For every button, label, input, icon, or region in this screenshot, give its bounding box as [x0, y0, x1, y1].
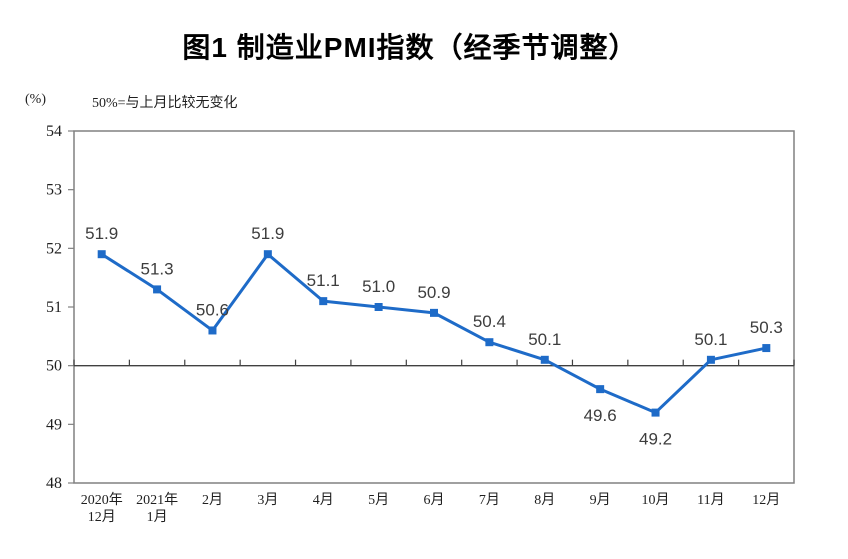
x-axis-label: 4月	[313, 492, 334, 508]
data-value-label: 50.9	[417, 283, 450, 302]
data-point-marker	[153, 285, 162, 294]
x-axis-label: 8月	[534, 492, 555, 508]
data-point-marker	[430, 308, 438, 317]
data-value-label: 50.3	[750, 318, 783, 337]
data-value-label: 51.1	[307, 271, 340, 290]
data-point-marker	[596, 385, 605, 394]
x-axis-label: 12月	[752, 492, 780, 508]
x-axis-label: 3月	[257, 492, 278, 508]
data-value-label: 51.0	[362, 277, 395, 296]
y-axis-label: 49	[46, 416, 62, 433]
x-axis-label: 5月	[368, 492, 389, 508]
x-axis-label: 2月	[202, 492, 223, 508]
data-point-marker	[97, 250, 106, 259]
y-axis-label: 54	[46, 123, 62, 140]
x-axis-label: 2021年 1月	[136, 492, 178, 525]
data-value-label: 51.9	[85, 224, 118, 243]
data-value-label: 49.2	[639, 430, 672, 449]
data-point-marker	[263, 250, 272, 259]
chart-title: 图1 制造业PMI指数（经季节调整）	[182, 32, 638, 63]
data-point-marker	[374, 303, 383, 311]
y-axis-label: 48	[46, 475, 62, 492]
data-value-label: 50.1	[528, 330, 561, 349]
data-point-marker	[540, 355, 549, 364]
data-point-marker	[208, 326, 217, 335]
y-axis-label: 51	[46, 299, 62, 316]
data-value-label: 51.3	[141, 259, 174, 278]
x-axis-label: 11月	[697, 492, 724, 508]
x-axis-label: 9月	[590, 492, 611, 508]
data-point-marker	[319, 297, 328, 306]
pmi-trend-line	[100, 252, 767, 415]
data-value-label: 51.9	[251, 224, 284, 243]
y-axis-label: 52	[46, 240, 62, 257]
y-axis-label: 50	[46, 358, 62, 375]
data-value-label: 50.4	[473, 312, 506, 331]
data-point-marker	[651, 408, 660, 417]
data-value-label: 50.1	[694, 330, 727, 349]
data-point-marker	[762, 344, 771, 353]
data-value-label: 50.6	[196, 300, 229, 319]
data-point-marker	[485, 338, 494, 347]
x-axis-label: 6月	[424, 492, 445, 508]
reference-line-annotation: 50%=与上月比较无变化	[92, 96, 238, 111]
x-axis-label: 7月	[479, 492, 500, 508]
x-axis-label: 10月	[642, 492, 670, 508]
data-value-label: 49.6	[584, 406, 617, 425]
y-axis-unit-label: (%)	[25, 92, 46, 107]
x-axis-label: 2020年 12月	[81, 492, 123, 525]
y-axis-label: 53	[46, 182, 62, 199]
data-point-marker	[706, 355, 715, 364]
